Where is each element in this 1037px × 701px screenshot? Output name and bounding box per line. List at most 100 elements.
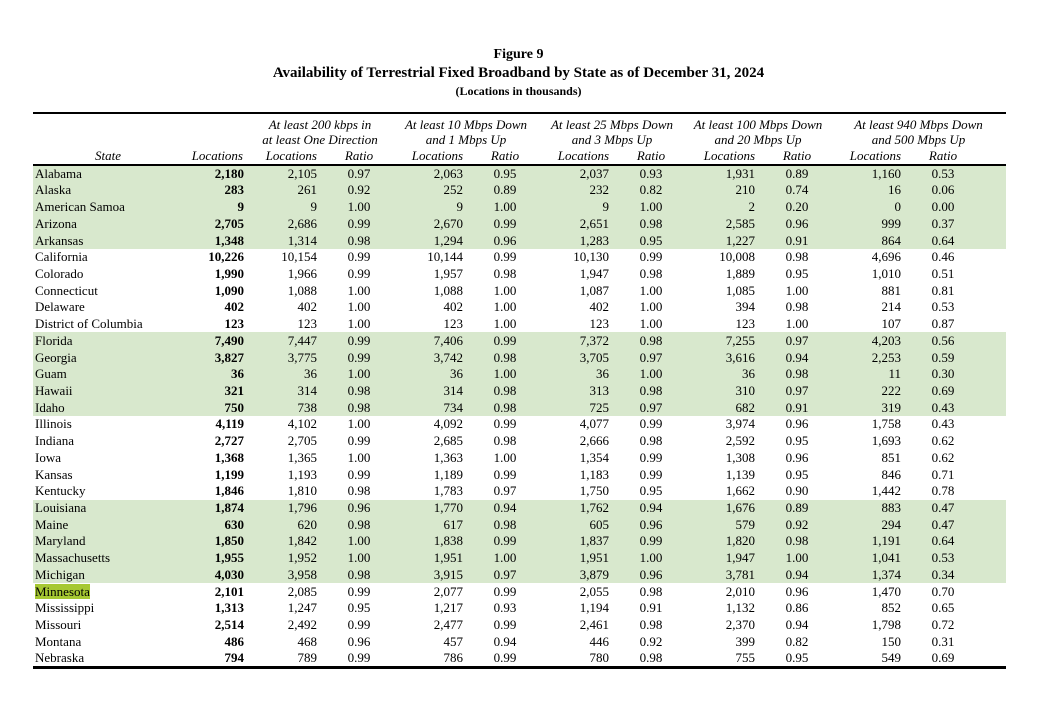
- locations-cell: 2,461: [579, 617, 610, 633]
- locations-cell: 10,130: [573, 249, 610, 265]
- table-row: Mississippi 1,313 1,247 0.95 1,217 0.93 1,194 0…: [33, 600, 1006, 617]
- locations-cell: 2,037: [539, 165, 618, 182]
- table-row: Louisiana 1,874 1,796 0.96 1,770 0.94 1,762 0.9…: [33, 499, 1007, 517]
- state-cell: Idaho: [33, 399, 183, 417]
- locations-cell: 1,676: [685, 499, 764, 517]
- column-header-ratio: Ratio: [909, 147, 1007, 166]
- locations-cell: 2: [685, 198, 764, 216]
- ratio-cell: 1.00: [347, 282, 371, 298]
- total-locations-cell: 2,705: [183, 215, 247, 233]
- table-row: Nebraska 794 789 0.99 786 0.99 780 0.98 755 0.95 5…: [33, 650, 1006, 668]
- table-row: California 10,226 10,154 0.99 10,144 0.99 10,1…: [33, 249, 1006, 266]
- locations-cell: 1,283: [539, 232, 618, 249]
- ratio-cell: 0.31: [931, 633, 955, 649]
- ratio-cell: 0.99: [493, 416, 517, 432]
- state-name: Guam: [35, 366, 67, 382]
- state-name: Kansas: [35, 466, 73, 482]
- state-name: Mississippi: [35, 600, 95, 616]
- ratio-cell: 0.74: [763, 182, 832, 199]
- locations-cell: 846: [881, 466, 902, 482]
- state-name: Arkansas: [35, 232, 84, 248]
- locations-cell: 851: [881, 449, 902, 465]
- locations-cell: 1,952: [247, 549, 325, 567]
- locations-cell: 123: [735, 316, 756, 332]
- locations-cell: 1,191: [831, 533, 910, 550]
- total-locations-cell: 2,514: [214, 617, 244, 633]
- group-header-line: and 3 Mbps Up: [571, 132, 653, 147]
- locations-cell: 214: [881, 299, 902, 315]
- locations-cell: 2,077: [433, 583, 464, 599]
- locations-cell: 881: [881, 282, 902, 298]
- state-name: District of Columbia: [35, 316, 143, 332]
- ratio-cell: 0.20: [763, 198, 832, 216]
- total-locations-cell: 486: [224, 633, 245, 649]
- state-cell: Kentucky: [33, 483, 183, 500]
- ratio-cell: 0.98: [763, 533, 832, 550]
- state-cell: Michigan: [33, 566, 183, 584]
- total-locations-cell: 1,955: [183, 549, 247, 567]
- locations-cell: 3,775: [247, 349, 325, 366]
- locations-cell: 150: [881, 633, 902, 649]
- state-cell: Delaware: [33, 299, 183, 316]
- ratio-cell: 0.99: [471, 332, 540, 350]
- ratio-cell: 0.99: [639, 249, 663, 265]
- locations-cell: 2,370: [725, 617, 756, 633]
- ratio-cell: 0.94: [763, 566, 832, 584]
- state-cell: Hawaii: [33, 382, 183, 400]
- column-header-locations: Locations: [247, 147, 325, 166]
- table-row: Hawaii 321 314 0.98 314 0.98 313 0.98 310 0.97 222…: [33, 382, 1007, 400]
- locations-cell: 1,183: [579, 466, 610, 482]
- locations-cell: 36: [393, 365, 472, 383]
- locations-cell: 3,879: [539, 566, 618, 584]
- state-cell: Mississippi: [33, 600, 183, 617]
- locations-cell: 3,705: [539, 349, 618, 366]
- state-name: Massachusetts: [35, 550, 111, 566]
- ratio-cell: 1.00: [639, 299, 663, 315]
- locations-cell: 1,770: [393, 499, 472, 517]
- ratio-cell: 0.71: [931, 466, 955, 482]
- ratio-cell: 0.53: [931, 299, 955, 315]
- ratio-cell: 0.99: [493, 466, 517, 482]
- locations-cell: 549: [881, 650, 902, 666]
- locations-cell: 1,842: [247, 533, 325, 550]
- locations-cell: 2,670: [393, 215, 472, 233]
- ratio-cell: 0.99: [493, 650, 517, 666]
- ratio-cell: 0.99: [325, 349, 394, 366]
- ratio-cell: 0.98: [471, 516, 540, 534]
- locations-cell: 4,077: [579, 416, 610, 432]
- locations-cell: 1,132: [725, 600, 756, 616]
- ratio-cell: 0.98: [325, 232, 394, 249]
- search-highlight-state-name: Minnesota: [35, 583, 90, 599]
- state-cell: Indiana: [33, 433, 183, 450]
- locations-cell: 36: [539, 365, 618, 383]
- locations-cell: 1,810: [287, 483, 317, 499]
- locations-cell: 402: [443, 299, 464, 315]
- locations-cell: 2,685: [433, 433, 464, 449]
- ratio-cell: 0.47: [909, 516, 1007, 534]
- column-header-ratio: Ratio: [471, 147, 540, 166]
- state-cell: Alabama: [33, 165, 183, 182]
- locations-cell: 2,705: [287, 433, 317, 449]
- locations-cell: 2,253: [831, 349, 910, 366]
- locations-cell: 1,085: [725, 282, 756, 298]
- group-header-line: At least 940 Mbps Down: [854, 117, 983, 132]
- ratio-cell: 0.99: [639, 466, 663, 482]
- state-name: Illinois: [35, 416, 72, 432]
- ratio-cell: 0.94: [785, 617, 809, 633]
- locations-cell: 1,798: [871, 617, 902, 633]
- state-cell: Georgia: [33, 349, 183, 366]
- locations-cell: 9: [393, 198, 472, 216]
- ratio-cell: 0.95: [471, 165, 540, 182]
- locations-cell: 786: [443, 650, 464, 666]
- ratio-cell: 0.97: [493, 483, 517, 499]
- state-cell: Arizona: [33, 215, 183, 233]
- locations-cell: 314: [247, 382, 325, 400]
- ratio-cell: 0.81: [931, 282, 955, 298]
- table-row: Kansas 1,199 1,193 0.99 1,189 0.99 1,183 0.99 1,…: [33, 466, 1006, 483]
- locations-cell: 734: [393, 399, 472, 417]
- table-row: Colorado 1,990 1,966 0.99 1,957 0.98 1,947 0.98…: [33, 266, 1006, 283]
- total-locations-cell: 123: [224, 316, 245, 332]
- locations-cell: 1,365: [287, 449, 317, 465]
- locations-cell: 1,662: [725, 483, 756, 499]
- locations-cell: 4,203: [831, 332, 910, 350]
